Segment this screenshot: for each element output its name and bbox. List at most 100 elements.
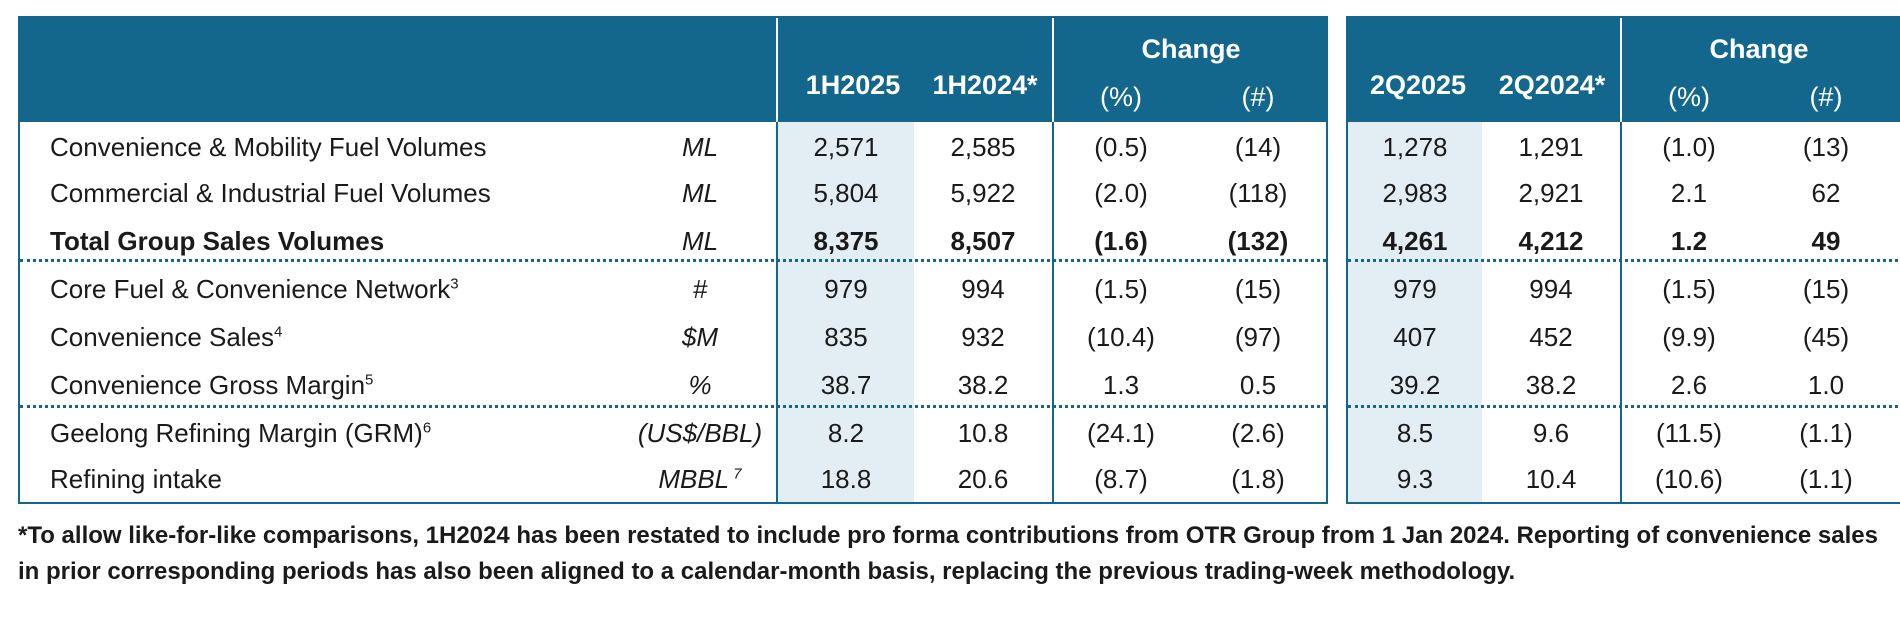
cell-change-num: (118) [1228,178,1288,208]
cell-1h2025: 979 [824,274,868,304]
cell-1h2025: 8.2 [827,418,865,448]
header-2q2025: 2Q2025 [1369,70,1467,100]
footnote-ref: 4 [274,323,283,341]
header-change: Change [1141,34,1241,64]
cell-2q2025: 8.5 [1396,418,1434,448]
cell-1h2024: 8,507 [950,226,1016,256]
half-year-header-band [20,18,1326,122]
row-label: Total Group Sales Volumes [50,226,385,256]
cell-1h2025: 835 [824,322,868,352]
cell-1h2024: 5,922 [950,178,1016,208]
cell-change-pct-q: (11.5) [1656,418,1722,448]
cell-change-num-q: 62 [1811,178,1841,208]
cell-2q2024: 1,291 [1518,132,1584,162]
cell-change-pct: (24.1) [1087,418,1155,448]
1h2025-column-shade [778,122,914,502]
cell-change-pct-q: (10.6) [1655,464,1723,494]
row-label: Convenience & Mobility Fuel Volumes [50,132,487,162]
cell-2q2024: 4,212 [1518,226,1584,256]
header-change-pct: (%) [1100,82,1142,112]
cell-1h2024: 994 [961,274,1005,304]
cell-change-num-q: (15) [1802,274,1850,304]
cell-2q2025: 407 [1393,322,1437,352]
row-divider [1348,259,1900,262]
cell-2q2025: 979 [1393,274,1437,304]
cell-2q2025: 39.2 [1389,370,1441,400]
cell-2q2024: 38.2 [1525,370,1577,400]
cell-change-num: 0.5 [1239,370,1277,400]
cell-change-pct: (10.4) [1087,322,1155,352]
cell-2q2025: 2,983 [1382,178,1448,208]
row-unit: ML [681,226,719,256]
cell-1h2025: 38.7 [820,370,872,400]
cell-change-num: (2.6) [1231,418,1285,448]
header-1h2025: 1H2025 [805,70,901,100]
cell-change-pct: 1.3 [1102,370,1140,400]
header-2q2024: 2Q2024* [1498,70,1606,100]
cell-1h2024: 20.6 [957,464,1009,494]
row-divider [1348,405,1900,408]
header-change-num: (#) [1241,82,1275,112]
cell-change-pct-q: 2.1 [1670,178,1708,208]
row-divider [20,259,1326,262]
cell-change-pct: (2.0) [1094,178,1148,208]
cell-1h2025: 18.8 [820,464,872,494]
2q2025-column-shade [1348,122,1482,502]
cell-change-pct: (0.5) [1094,132,1148,162]
row-label: Convenience Gross Margin5 [50,370,374,400]
footnote-ref: 7 [729,465,742,483]
cell-1h2025: 2,571 [813,132,879,162]
footnote-ref: 6 [422,419,432,437]
row-unit: $M [681,322,719,352]
row-label: Refining intake [50,464,222,494]
row-unit: ML [681,178,719,208]
cell-change-pct-q: 2.6 [1670,370,1708,400]
row-label: Geelong Refining Margin (GRM)6 [50,418,432,448]
cell-2q2024: 10.4 [1525,464,1577,494]
cell-change-num-q: 1.0 [1807,370,1845,400]
cell-2q2024: 9.6 [1532,418,1570,448]
cell-change-pct-q: (1.0) [1662,132,1716,162]
cell-change-pct-q: (9.9) [1662,322,1716,352]
row-label: Commercial & Industrial Fuel Volumes [50,178,491,208]
cell-2q2024: 452 [1529,322,1573,352]
quarter-table: 2Q2025 2Q2024* Change (%) (#) 1,278 1,291… [1346,16,1900,504]
header-change-pct-q: (%) [1668,82,1710,112]
cell-1h2024: 38.2 [957,370,1009,400]
cell-change-num: (14) [1234,132,1282,162]
footnote-ref: 5 [365,371,374,389]
cell-change-num-q: (13) [1802,132,1850,162]
quarter-header-band [1348,18,1900,122]
row-label: Core Fuel & Convenience Network3 [50,274,459,304]
cell-change-num-q: (1.1) [1799,464,1853,494]
cell-change-num-q: 49 [1811,226,1841,256]
footnote-ref: 3 [450,275,459,293]
half-year-table: 1H2025 1H2024* Change (%) (#) Convenienc… [18,16,1328,504]
cell-change-num: (15) [1234,274,1282,304]
cell-1h2025: 8,375 [813,226,879,256]
header-1h2024: 1H2024* [932,70,1038,100]
cell-change-pct: (1.5) [1094,274,1148,304]
row-label: Convenience Sales4 [50,322,283,352]
cell-2q2024: 2,921 [1518,178,1584,208]
cell-2q2024: 994 [1529,274,1573,304]
cell-change-pct: (1.6) [1094,226,1148,256]
cell-change-num-q: (45) [1802,322,1850,352]
cell-1h2024: 932 [961,322,1005,352]
row-divider [20,405,1326,408]
cell-2q2025: 4,261 [1382,226,1448,256]
row-unit: # [692,274,708,304]
cell-change-num: (132) [1227,226,1289,256]
row-unit: ML [681,132,719,162]
row-unit: (US$/BBL) [637,418,763,448]
cell-change-pct-q: 1.2 [1670,226,1708,256]
header-change-num-q: (#) [1809,82,1843,112]
header-change-q: Change [1709,34,1809,64]
cell-1h2024: 2,585 [950,132,1016,162]
cell-change-pct: (8.7) [1094,464,1148,494]
cell-change-num: (97) [1234,322,1282,352]
cell-change-pct-q: (1.5) [1662,274,1716,304]
footnote: *To allow like-for-like comparisons, 1H2… [18,522,1878,585]
cell-1h2025: 5,804 [813,178,879,208]
cell-1h2024: 10.8 [957,418,1009,448]
